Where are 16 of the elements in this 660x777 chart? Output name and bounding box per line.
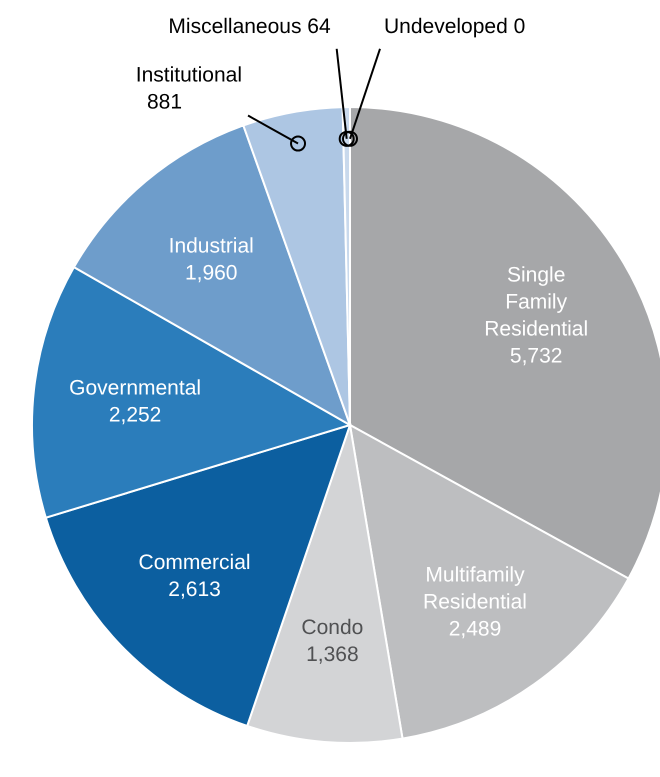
data-label: 1,368 bbox=[306, 642, 359, 666]
data-label: 881 bbox=[146, 90, 182, 114]
slice-label: Multifamily Residential bbox=[423, 562, 527, 613]
data-label: 5,732 bbox=[510, 344, 562, 368]
slice-label: Institutional bbox=[136, 64, 242, 87]
slice-label: Miscellaneous 64 bbox=[168, 14, 331, 38]
data-label: 1,960 bbox=[184, 261, 238, 284]
slice-label: Governmental bbox=[69, 376, 202, 399]
slice-label: Condo bbox=[301, 616, 364, 639]
category-label: Undeveloped 0 bbox=[384, 14, 526, 38]
data-label: 2,613 bbox=[168, 577, 221, 600]
slice-label: Single Family Residential bbox=[484, 263, 588, 340]
slice-label: Commercial bbox=[138, 550, 251, 574]
slice-label: Industrial bbox=[168, 234, 254, 258]
data-label: 2,252 bbox=[108, 402, 162, 426]
data-label: 2,489 bbox=[448, 616, 502, 640]
